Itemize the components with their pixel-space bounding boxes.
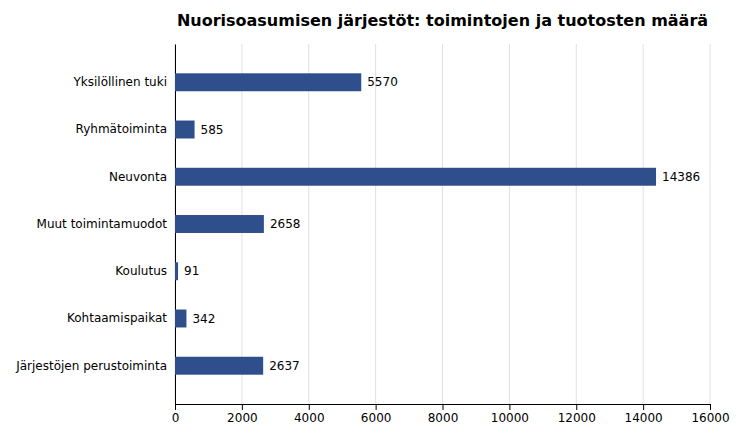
y-tick: Kohtaamispaikat bbox=[67, 311, 167, 325]
y-tick: Yksilöllinen tuki bbox=[72, 75, 167, 89]
y-tick-label: Neuvonta bbox=[109, 170, 167, 184]
x-tick-label: 12000 bbox=[558, 411, 596, 425]
chart-container: 0 2000 4000 6000 8000 10000 12000 14000 16000 Jär… bbox=[0, 0, 750, 436]
y-tick-label: Kohtaamispaikat bbox=[67, 311, 167, 325]
bar bbox=[175, 73, 361, 91]
bar bbox=[175, 310, 186, 328]
x-tick-mark bbox=[242, 404, 243, 410]
x-tick-mark bbox=[509, 404, 510, 410]
x-tick-label: 4000 bbox=[294, 411, 325, 425]
bar bbox=[175, 262, 178, 280]
data-label: 2637 bbox=[269, 359, 300, 373]
x-tick: 2000 bbox=[227, 404, 258, 425]
x-tick-mark bbox=[376, 404, 377, 410]
plot: 0 2000 4000 6000 8000 10000 12000 14000 16000 Jär… bbox=[15, 44, 729, 425]
x-tick-mark bbox=[309, 404, 310, 410]
data-label: 5570 bbox=[367, 75, 398, 89]
y-axis: Järjestöjen perustoiminta Kohtaamispaikat… bbox=[15, 45, 175, 405]
grid-line bbox=[308, 44, 309, 404]
x-tick: 4000 bbox=[294, 404, 325, 425]
grid-line bbox=[375, 44, 376, 404]
x-tick: 8000 bbox=[428, 404, 459, 425]
grid-line bbox=[643, 44, 644, 404]
x-tick-mark bbox=[643, 404, 644, 410]
title: Nuorisoasumisen järjestöt: toimintojen j… bbox=[177, 11, 708, 30]
x-tick-label: 16000 bbox=[691, 411, 729, 425]
data-label: 91 bbox=[184, 264, 199, 278]
y-tick: Neuvonta bbox=[109, 170, 167, 184]
x-axis-line bbox=[176, 405, 711, 411]
bars bbox=[175, 73, 656, 374]
x-tick-label: 2000 bbox=[227, 411, 258, 425]
x-tick: 16000 bbox=[691, 404, 729, 425]
data-labels: 2637 342 91 2658 14386 585 5570 bbox=[184, 75, 700, 372]
x-tick-mark bbox=[710, 404, 711, 410]
chart-svg: 0 2000 4000 6000 8000 10000 12000 14000 16000 Jär… bbox=[0, 0, 750, 436]
grid-line bbox=[509, 44, 510, 404]
x-tick-mark bbox=[443, 404, 444, 410]
grid-line bbox=[710, 44, 711, 404]
x-tick-label: 0 bbox=[172, 411, 180, 425]
grid-line bbox=[442, 44, 443, 404]
data-label: 14386 bbox=[662, 170, 700, 184]
bar bbox=[175, 168, 656, 186]
bar bbox=[175, 121, 195, 139]
grid-line bbox=[576, 44, 577, 404]
x-tick-label: 14000 bbox=[625, 411, 663, 425]
y-tick-label: Ryhmätoiminta bbox=[76, 122, 168, 136]
x-tick-mark bbox=[175, 404, 176, 410]
y-tick: Ryhmätoiminta bbox=[76, 122, 168, 136]
x-tick-label: 10000 bbox=[491, 411, 529, 425]
x-tick: 14000 bbox=[625, 404, 663, 425]
data-label: 342 bbox=[192, 312, 215, 326]
data-label: 2658 bbox=[270, 217, 301, 231]
y-tick-label: Yksilöllinen tuki bbox=[72, 75, 167, 89]
y-tick: Järjestöjen perustoiminta bbox=[15, 359, 167, 373]
x-tick-mark bbox=[576, 404, 577, 410]
y-tick-label: Järjestöjen perustoiminta bbox=[15, 359, 167, 373]
y-tick-label: Koulutus bbox=[115, 264, 167, 278]
x-axis: 0 2000 4000 6000 8000 10000 12000 14000 16000 bbox=[172, 404, 730, 425]
x-tick: 0 bbox=[172, 404, 180, 425]
bar bbox=[175, 357, 263, 375]
bar bbox=[175, 215, 264, 233]
x-tick: 10000 bbox=[491, 404, 529, 425]
y-tick-label: Muut toimintamuodot bbox=[37, 217, 168, 231]
data-label: 585 bbox=[201, 123, 224, 137]
y-tick: Koulutus bbox=[115, 264, 167, 278]
x-tick-label: 8000 bbox=[428, 411, 459, 425]
x-tick: 6000 bbox=[361, 404, 392, 425]
y-tick: Muut toimintamuodot bbox=[37, 217, 168, 231]
x-tick-label: 6000 bbox=[361, 411, 392, 425]
x-tick: 12000 bbox=[558, 404, 596, 425]
grid bbox=[175, 44, 710, 404]
